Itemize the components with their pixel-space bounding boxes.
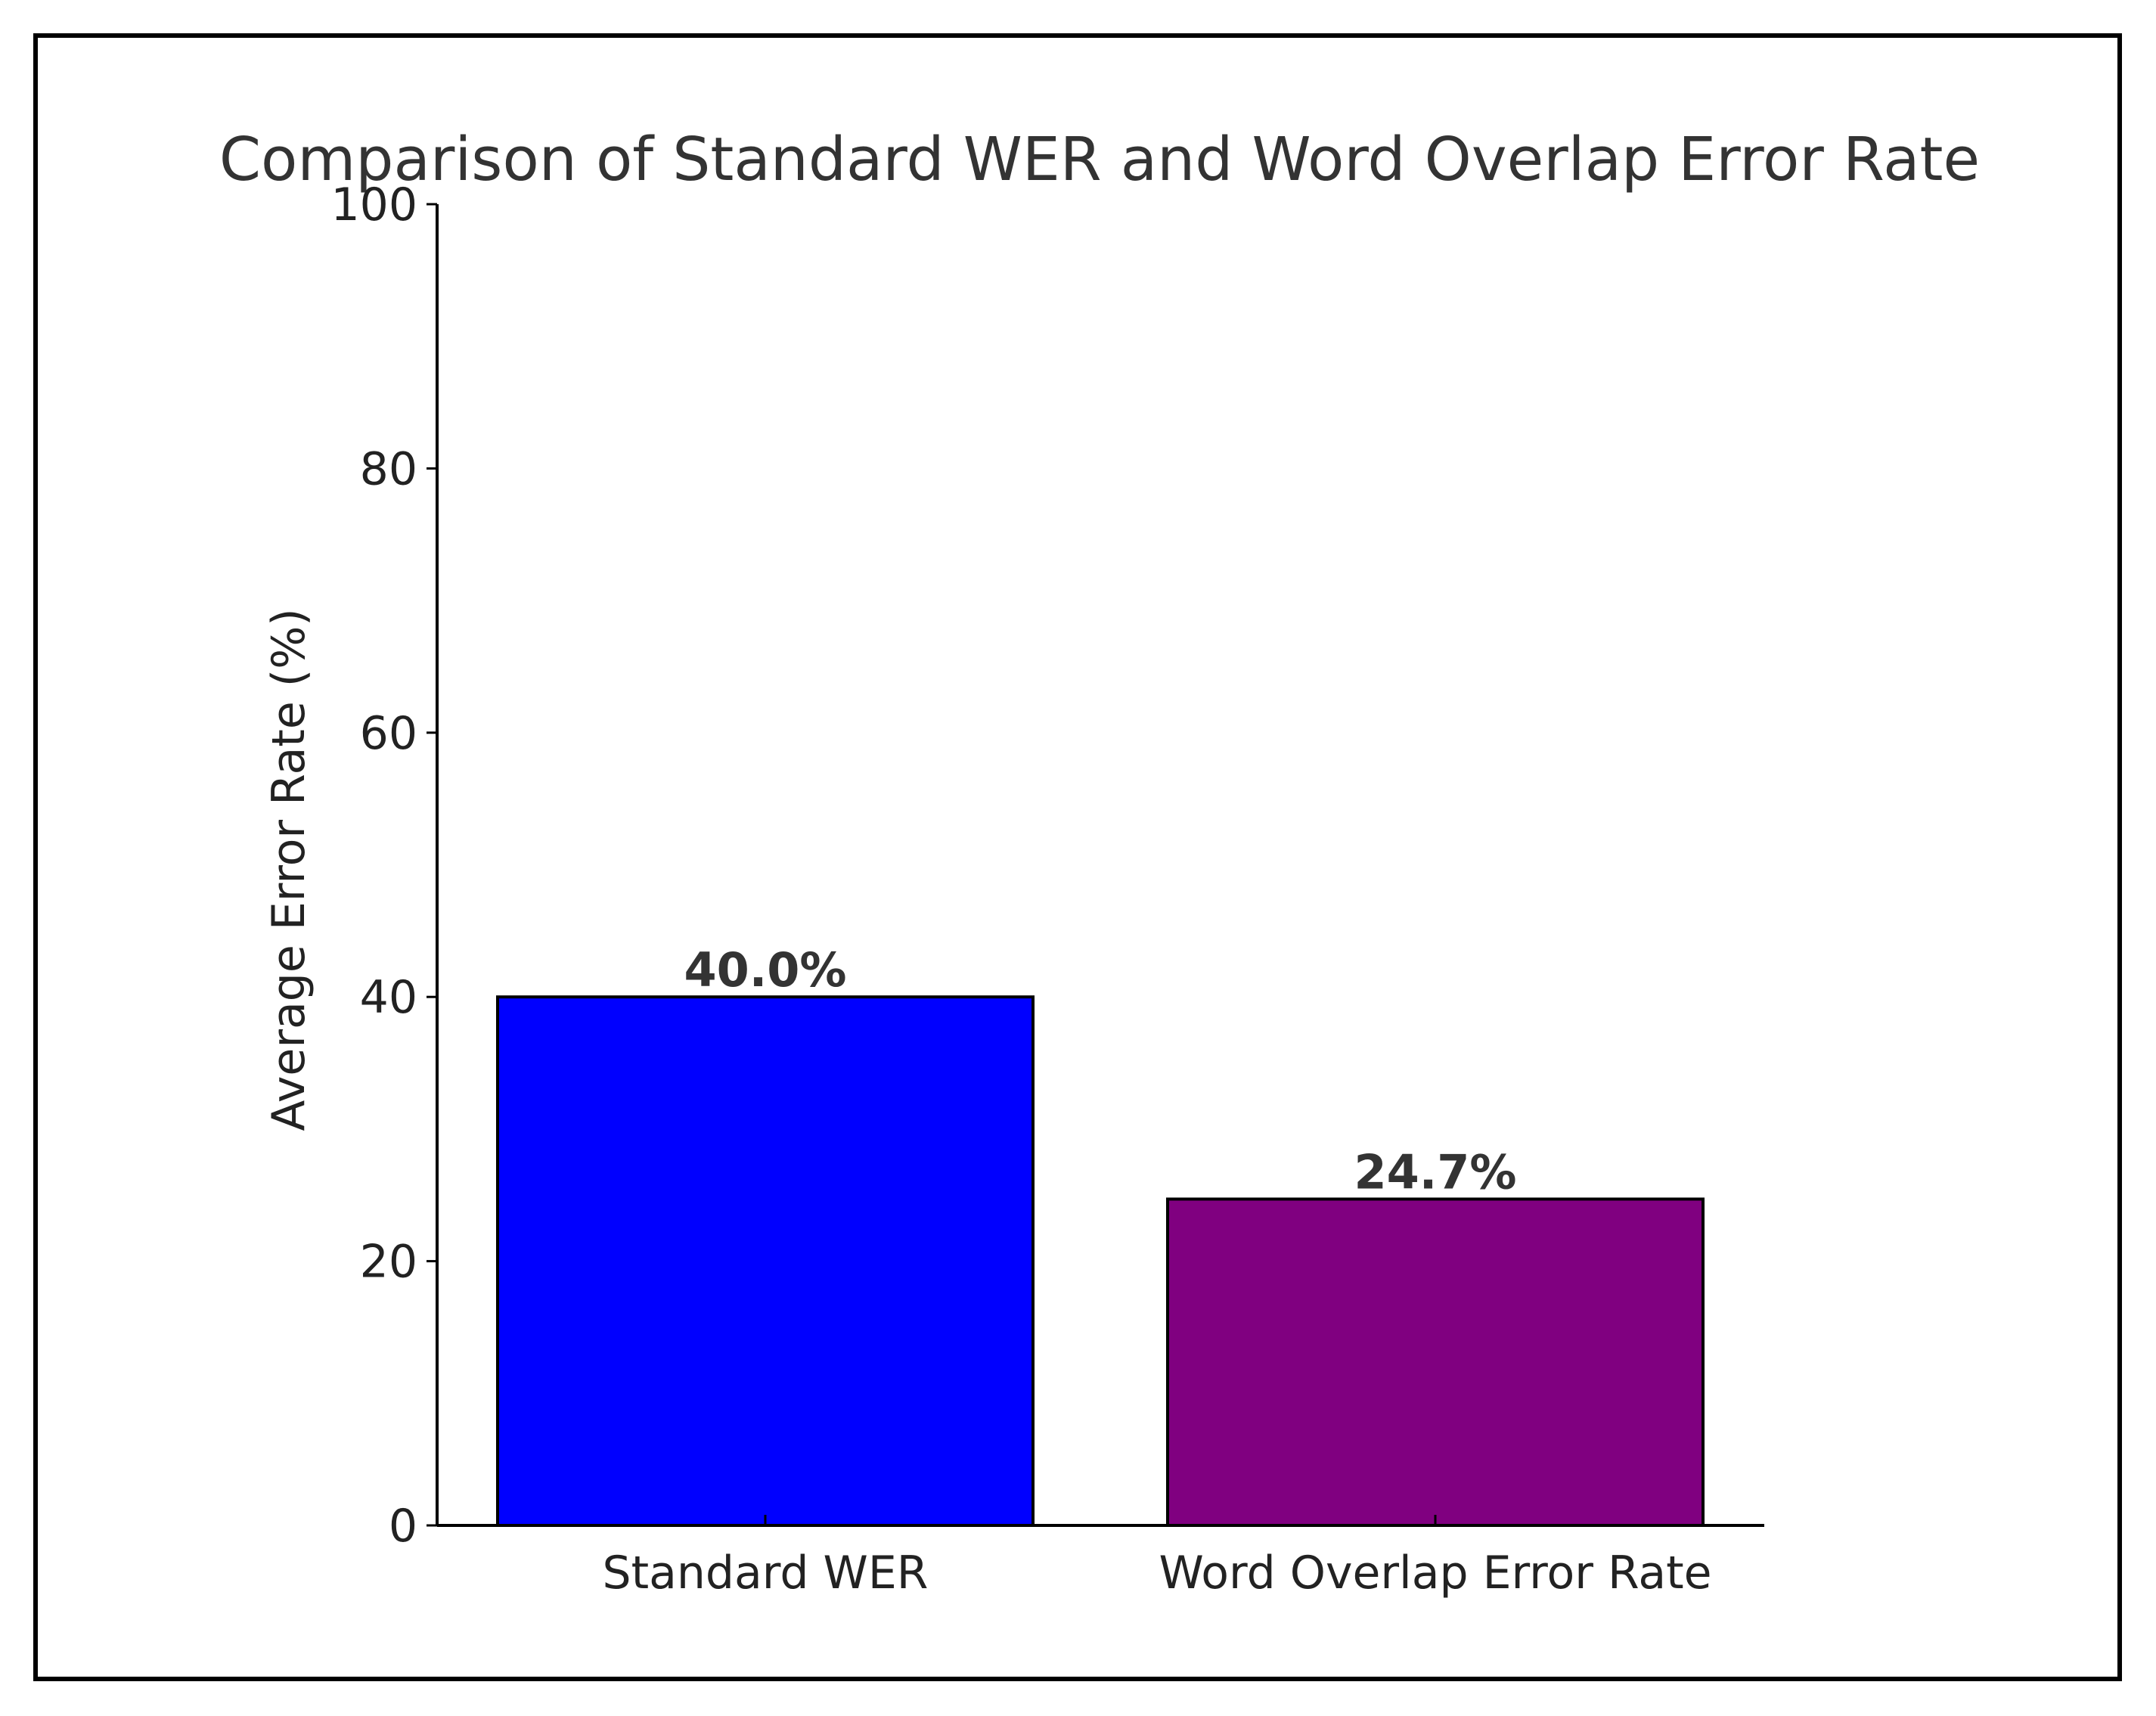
x-tick-label: Word Overlap Error Rate — [1159, 1547, 1711, 1600]
y-tick-label: 60 — [360, 707, 417, 760]
y-tick-label: 80 — [360, 442, 417, 495]
bar-value-label: 40.0% — [684, 942, 846, 998]
y-tick-label: 20 — [360, 1236, 417, 1289]
bar — [1166, 1197, 1705, 1527]
y-tick-label: 0 — [389, 1500, 417, 1553]
y-tick-label: 100 — [330, 178, 417, 231]
bar — [496, 995, 1035, 1527]
bars: 40.0% 24.7% — [496, 942, 1705, 1527]
figure-frame — [33, 33, 2122, 1681]
y-axis-label: Average Error Rate (%) — [262, 608, 315, 1131]
x-axis-ticks: Standard WER Word Overlap Error Rate — [603, 1515, 1712, 1600]
y-axis-ticks: 0 20 40 60 80 100 — [330, 178, 437, 1553]
x-tick-label: Standard WER — [603, 1547, 929, 1600]
bar-value-label: 24.7% — [1354, 1144, 1516, 1199]
chart-title: Comparison of Standard WER and Word Over… — [219, 125, 1980, 194]
y-tick-label: 40 — [360, 971, 417, 1024]
